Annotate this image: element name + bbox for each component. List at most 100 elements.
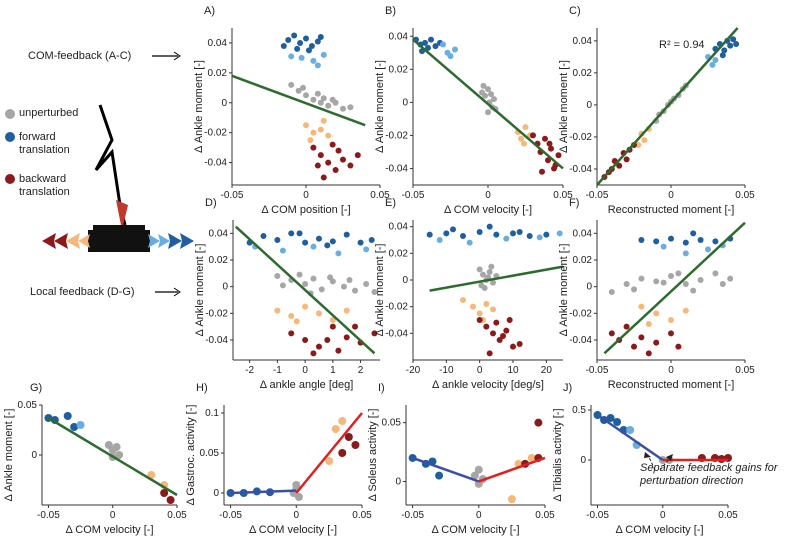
point	[668, 235, 674, 242]
point	[608, 330, 615, 337]
point	[510, 343, 516, 350]
x-tick-label: 0.05	[553, 190, 573, 201]
point	[486, 269, 493, 275]
x-axis-label: Δ COM velocity [-]	[444, 204, 532, 216]
x-tick-label: 1	[330, 365, 336, 376]
point	[288, 230, 295, 237]
point	[660, 243, 667, 250]
point	[516, 341, 523, 347]
point	[712, 238, 719, 245]
panel-label: E)	[385, 197, 396, 209]
panel-label: G)	[30, 382, 42, 394]
point	[542, 135, 548, 142]
point	[352, 287, 359, 294]
point	[346, 277, 353, 283]
fit-line	[234, 225, 376, 355]
fit-line	[47, 416, 178, 497]
point	[302, 337, 309, 343]
panel-label: D)	[205, 197, 217, 209]
x-tick-label: -10	[439, 365, 454, 376]
y-tick-label: 0.05	[382, 418, 402, 429]
point	[340, 283, 347, 290]
x-axis-label: Δ ankle velocity [deg/s]	[432, 379, 544, 391]
x-axis-label: Δ ankle angle [deg]	[260, 379, 354, 391]
point	[371, 330, 378, 337]
point	[363, 246, 370, 253]
point	[298, 54, 305, 61]
legend-dot	[5, 174, 15, 184]
point	[343, 307, 350, 314]
point	[470, 471, 479, 480]
y-tick-label: 0.04	[208, 38, 228, 49]
point	[331, 425, 340, 433]
x-tick-label: 0.05	[352, 510, 372, 521]
x-tick-label: 0	[110, 510, 116, 521]
point	[510, 230, 516, 237]
point	[302, 239, 309, 246]
point	[556, 230, 563, 237]
point	[488, 263, 495, 270]
point	[329, 96, 336, 103]
point	[719, 281, 726, 287]
x-tick-label: -0.05	[221, 190, 244, 201]
point	[160, 489, 169, 497]
point	[668, 317, 674, 323]
x-tick-label: 0	[476, 510, 482, 521]
point	[310, 275, 317, 282]
y-tick-label: 0	[222, 282, 228, 293]
point	[548, 145, 554, 152]
point	[506, 317, 513, 323]
point	[631, 286, 637, 293]
point	[343, 334, 350, 341]
x-axis-label: Δ COM velocity [-]	[65, 524, 153, 536]
x-tick-label: 0.05	[167, 510, 187, 521]
point	[452, 46, 458, 53]
y-axis-label: Δ Gastroc. activity [-]	[185, 405, 197, 506]
legend-label: unperturbed	[19, 107, 79, 119]
point	[340, 156, 346, 163]
point	[294, 45, 301, 52]
x-axis-label: Δ COM velocity [-]	[615, 524, 703, 536]
point	[296, 271, 303, 278]
y-tick-label: 0	[213, 488, 219, 499]
point	[709, 61, 716, 68]
point	[613, 418, 622, 426]
foot	[93, 225, 145, 231]
point	[432, 43, 439, 50]
x-tick-label: 0	[660, 510, 666, 521]
annotation-arrow	[647, 454, 656, 471]
point	[491, 96, 497, 103]
point	[320, 51, 327, 58]
y-tick-label: 0.05	[18, 400, 38, 411]
point	[428, 36, 434, 43]
x-axis-label: Reconstructed moment [-]	[608, 204, 735, 216]
point	[435, 471, 444, 480]
point	[721, 47, 728, 54]
point	[705, 246, 711, 253]
point	[653, 278, 660, 285]
point	[368, 237, 375, 243]
x-tick-label: 0	[477, 365, 483, 376]
point	[727, 42, 734, 49]
y-tick-label: -0.04	[204, 158, 227, 169]
y-tick-label: 0.5	[572, 405, 586, 416]
x-tick-label: 10	[507, 365, 519, 376]
fit-line	[596, 413, 664, 462]
point	[332, 167, 339, 174]
point	[516, 229, 523, 235]
fit-line	[295, 412, 363, 494]
point	[668, 330, 674, 337]
panel-label: I)	[378, 382, 385, 394]
point	[288, 330, 295, 337]
y-axis-label: Δ Ankle moment [-]	[558, 60, 570, 153]
arrows-back-light	[66, 233, 90, 249]
y-tick-label: -0.04	[569, 335, 592, 346]
y-tick-label: -0.02	[385, 302, 408, 313]
point	[310, 144, 317, 151]
point	[480, 82, 487, 89]
x-tick-label: 0	[668, 365, 674, 376]
y-tick-label: -0.04	[569, 164, 592, 175]
legend-label: forward translation	[19, 131, 70, 156]
point	[305, 47, 312, 54]
point	[697, 277, 704, 283]
